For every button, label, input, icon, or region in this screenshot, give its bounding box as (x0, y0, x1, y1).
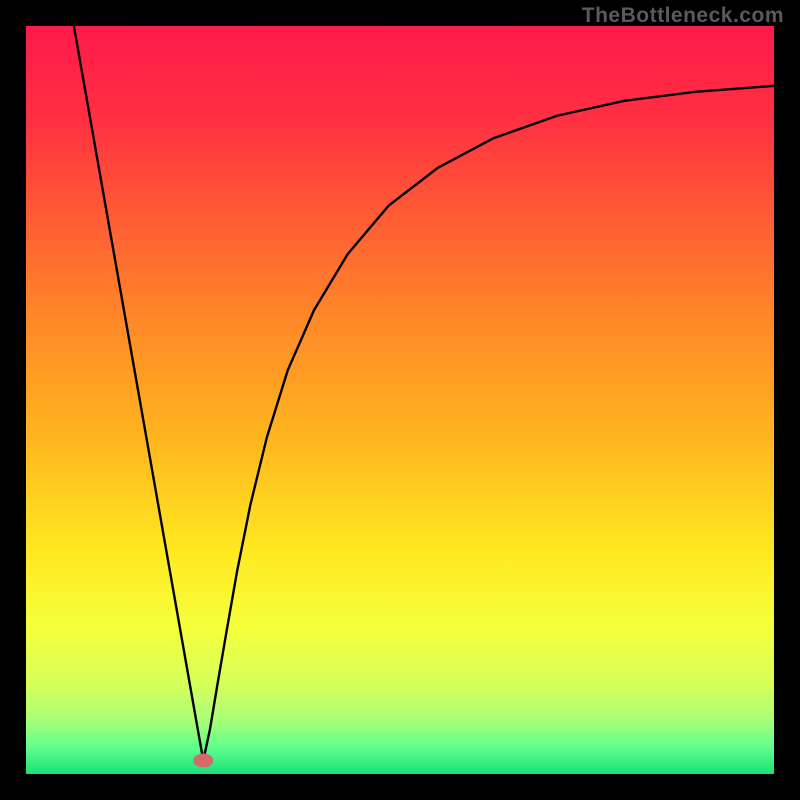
minimum-marker (193, 754, 213, 768)
watermark-text: TheBottleneck.com (582, 4, 784, 28)
chart-container: TheBottleneck.com (0, 0, 800, 800)
gradient-background (26, 26, 774, 774)
plot-area (26, 26, 774, 774)
chart-svg (26, 26, 774, 774)
